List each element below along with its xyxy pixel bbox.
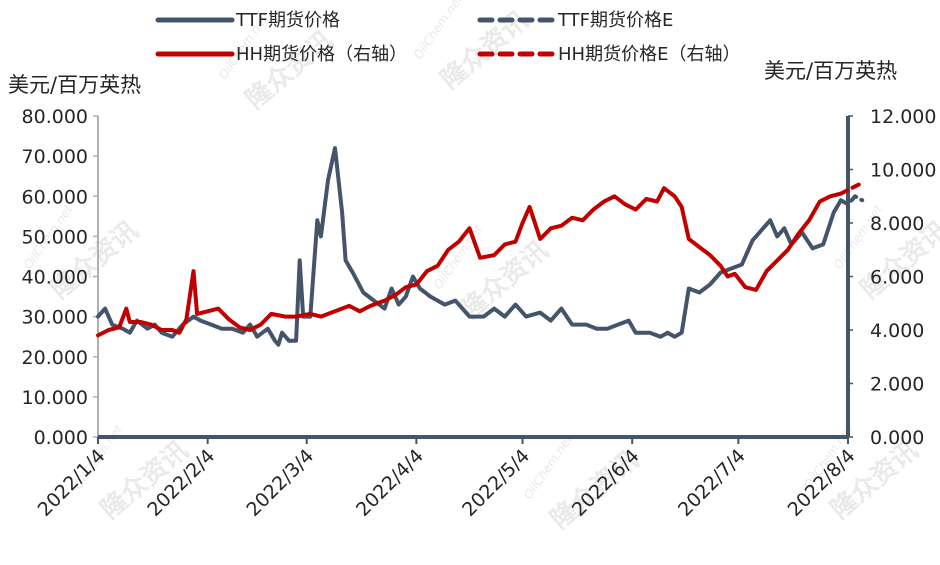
x-tick-label: 2022/1/4: [34, 445, 110, 521]
right-tick-label: 8.000: [870, 213, 924, 235]
left-tick-label: 80.000: [22, 106, 88, 128]
left-tick-label: 30.000: [22, 307, 88, 329]
right-tick-label: 10.000: [870, 160, 936, 182]
series-line-2: [96, 186, 843, 338]
x-tick-label: 2022/4/4: [352, 445, 428, 521]
left-axis-unit: 美元/百万英热: [8, 73, 141, 97]
watermark-subtext: OilChem.net: [831, 201, 886, 271]
right-tick-label: 12.000: [870, 106, 936, 128]
left-tick-label: 0.000: [34, 427, 88, 449]
left-tick-label: 10.000: [22, 387, 88, 409]
series-line-1: [838, 194, 865, 207]
watermark-subtext: OilChem.net: [521, 431, 576, 501]
legend-label-ttf-e: TTF期货价格E: [557, 10, 673, 31]
right-tick-label: 4.000: [870, 320, 924, 342]
right-tick-label: 2.000: [870, 374, 924, 396]
left-tick-label: 40.000: [22, 267, 88, 289]
legend-label-hh: HH期货价格（右轴）: [236, 44, 407, 65]
x-tick-label: 2022/3/4: [242, 445, 318, 521]
x-tick-label: 2022/5/4: [458, 445, 534, 521]
right-tick-label: 0.000: [870, 427, 924, 449]
x-tick-label: 2022/7/4: [674, 445, 750, 521]
series-line-3: [838, 180, 865, 196]
right-axis-unit: 美元/百万英热: [764, 59, 897, 83]
left-tick-label: 70.000: [22, 146, 88, 168]
series-layer: [96, 146, 865, 347]
legend: TTF期货价格 TTF期货价格E HH期货价格（右轴） HH期货价格E（右轴）: [155, 10, 740, 65]
left-tick-label: 20.000: [22, 347, 88, 369]
left-tick-label: 60.000: [22, 186, 88, 208]
right-tick-label: 6.000: [870, 267, 924, 289]
legend-label-hh-e: HH期货价格E（右轴）: [558, 44, 740, 65]
left-tick-label: 50.000: [22, 226, 88, 248]
legend-label-ttf: TTF期货价格: [235, 10, 340, 31]
